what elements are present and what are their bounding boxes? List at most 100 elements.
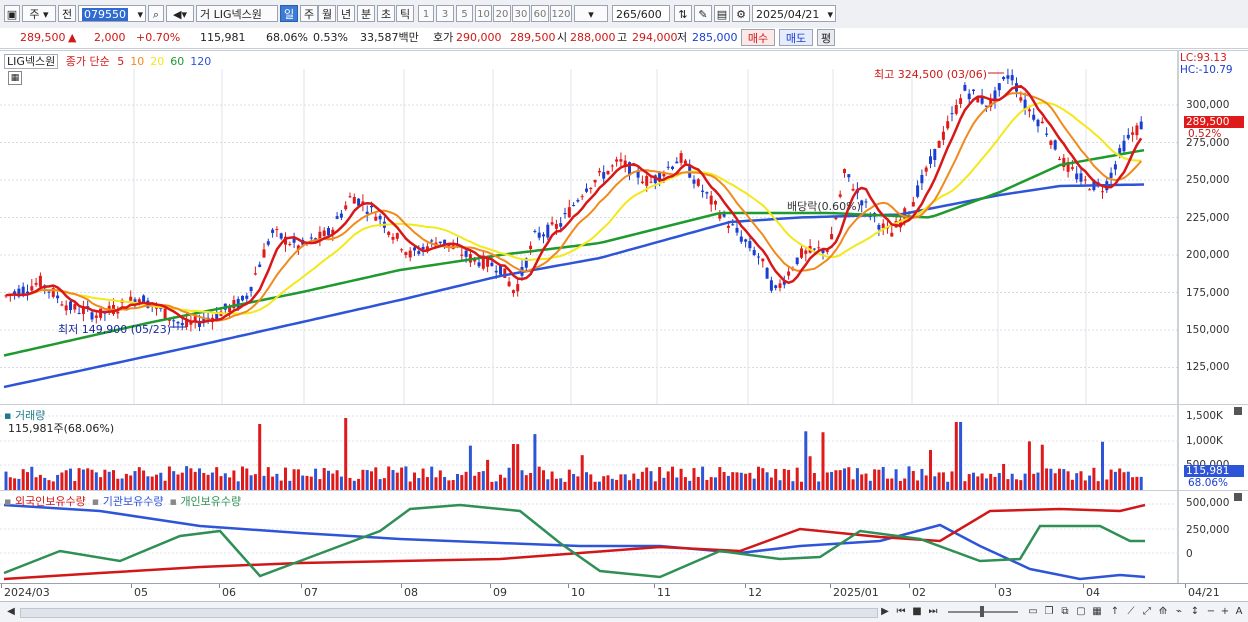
candle-body <box>400 249 404 251</box>
eval-button[interactable]: 평 <box>817 29 835 46</box>
interval-3[interactable]: 3 <box>436 5 454 22</box>
sound-icon[interactable]: ◀▾ <box>166 5 194 22</box>
window-cascade-icon[interactable]: ❐ <box>1044 606 1054 617</box>
chart-type-icon[interactable]: ⇅ <box>674 5 692 22</box>
tab-0[interactable]: 일 <box>280 5 298 22</box>
volume-bar <box>567 469 571 490</box>
interval-10[interactable]: 10 <box>475 5 492 22</box>
volume-bar <box>120 478 124 490</box>
volume-close-icon[interactable] <box>1234 407 1242 415</box>
arrow-up-icon[interactable]: ↑ <box>1110 606 1120 617</box>
prev-button[interactable]: 전 <box>58 5 76 22</box>
volume-pane[interactable]: ▪ 거래량 115,981주(68.06%) 1,500K1,000K500,0… <box>0 404 1248 491</box>
volume-bar <box>516 444 520 490</box>
grid-view-icon[interactable]: ▦ <box>1092 606 1102 617</box>
holder-series-0[interactable]: 외국인보유수량 <box>14 495 86 508</box>
interval-30[interactable]: 30 <box>512 5 530 22</box>
holder-series-1[interactable]: 기관보유수량 <box>102 495 164 508</box>
volume-bar <box>361 469 365 490</box>
code-input[interactable]: 079550 ▾ <box>78 5 146 22</box>
candle-body <box>94 315 98 318</box>
volume-bar <box>387 466 391 490</box>
volume-bar <box>787 469 791 490</box>
candle-body <box>1139 121 1143 130</box>
search-icon[interactable]: ⌕ <box>148 5 164 22</box>
ma-10-legend[interactable]: 10 <box>130 55 145 68</box>
stock-name-box[interactable]: 거 LIG넥스원 <box>196 5 278 22</box>
candle-body <box>537 232 541 238</box>
interval-dropdown[interactable]: ▾ <box>574 5 608 22</box>
date-label: 12 <box>748 586 762 599</box>
draw-tool-icon[interactable]: ✎ <box>694 5 712 22</box>
date-tick <box>1 584 2 588</box>
date-tick <box>654 584 655 588</box>
buy-button[interactable]: 매수 <box>741 29 775 46</box>
interval-1[interactable]: 1 <box>418 5 434 22</box>
date-input[interactable]: 2025/04/21 ▾ <box>752 5 836 22</box>
candle-body <box>606 170 610 175</box>
holder-chart[interactable] <box>0 491 1248 584</box>
tab-2[interactable]: 월 <box>318 5 336 22</box>
volume-chart[interactable] <box>0 405 1248 491</box>
candle-body <box>425 246 429 252</box>
volume-bar <box>623 474 627 490</box>
ma-60-legend[interactable]: 60 <box>170 55 185 68</box>
line-tool-icon[interactable]: ⟋ <box>1127 606 1135 617</box>
interval-120[interactable]: 120 <box>550 5 572 22</box>
ma-120-legend[interactable]: 120 <box>190 55 212 68</box>
tab-3[interactable]: 년 <box>337 5 355 22</box>
sell-button[interactable]: 매도 <box>779 29 813 46</box>
tab-6[interactable]: 틱 <box>396 5 414 22</box>
candle-body <box>675 161 679 164</box>
scroll-right-icon[interactable]: ▶ <box>881 606 889 617</box>
holder-pane[interactable]: ▪ 외국인보유수량 ▪ 기관보유수량 ▪ 개인보유수량 500,000 250,000… <box>0 490 1248 584</box>
window-icon[interactable]: ▣ <box>4 5 20 22</box>
price-chart[interactable] <box>0 51 1248 405</box>
dividend-annotation: 배당락(0.60%) <box>787 200 861 213</box>
scrollbar-track[interactable] <box>20 608 878 618</box>
tab-4[interactable]: 분 <box>357 5 375 22</box>
price-pane[interactable]: LIG넥스원 종가 단순 5 10 20 60 120 ▦ LC:93.13 HC:-1… <box>0 50 1248 405</box>
font-size-icon[interactable]: A <box>1235 606 1243 617</box>
gear-icon[interactable]: ⚙ <box>732 5 750 22</box>
ma-5-legend[interactable]: 5 <box>117 55 125 68</box>
last-page-icon[interactable]: ⏭ <box>928 606 938 617</box>
copy-icon[interactable]: ⧉ <box>1061 606 1069 617</box>
volume-bar <box>232 470 236 490</box>
count-input[interactable]: 265/600 <box>612 5 670 22</box>
volume-bar <box>228 477 232 490</box>
zoom-slider-handle[interactable] <box>980 606 984 617</box>
tab-1[interactable]: 주 <box>300 5 318 22</box>
candle-body <box>1118 148 1122 153</box>
calendar-icon[interactable]: ▾ <box>827 8 833 21</box>
interval-20[interactable]: 20 <box>493 5 511 22</box>
pattern-icon[interactable]: ⌁ <box>1175 606 1183 617</box>
first-page-icon[interactable]: ⏮ <box>896 606 906 617</box>
frame-icon[interactable]: ▢ <box>1076 606 1086 617</box>
interval-5[interactable]: 5 <box>456 5 473 22</box>
scroll-left-icon[interactable]: ◀ <box>7 606 15 617</box>
arrows-icon[interactable]: ↕ <box>1190 606 1200 617</box>
volume-bar <box>868 480 872 490</box>
ma-20-legend[interactable]: 20 <box>150 55 165 68</box>
period-selector[interactable]: 주 ▾ <box>22 5 56 22</box>
candle-body <box>464 250 468 257</box>
zoom-out-icon[interactable]: − <box>1206 606 1216 617</box>
volume-bar <box>391 470 395 490</box>
interval-60[interactable]: 60 <box>531 5 549 22</box>
candle-body <box>137 299 141 304</box>
stop-icon[interactable]: ■ <box>912 606 922 617</box>
ruler-icon[interactable]: ⟰ <box>1158 606 1168 617</box>
trend-tool-icon[interactable]: ⤢ <box>1143 606 1151 617</box>
save-icon[interactable]: ▤ <box>714 5 730 22</box>
window-tile-icon[interactable]: ▭ <box>1028 606 1038 617</box>
grid-icon[interactable]: ▦ <box>8 71 22 85</box>
tab-5[interactable]: 초 <box>377 5 395 22</box>
holder-close-icon[interactable] <box>1234 493 1242 501</box>
open-price: 288,000 <box>570 31 616 44</box>
zoom-in-icon[interactable]: + <box>1220 606 1230 617</box>
dropdown-icon[interactable]: ▾ <box>137 8 143 21</box>
holder-series-2[interactable]: 개인보유수량 <box>180 495 242 508</box>
volume-bar <box>726 475 730 490</box>
